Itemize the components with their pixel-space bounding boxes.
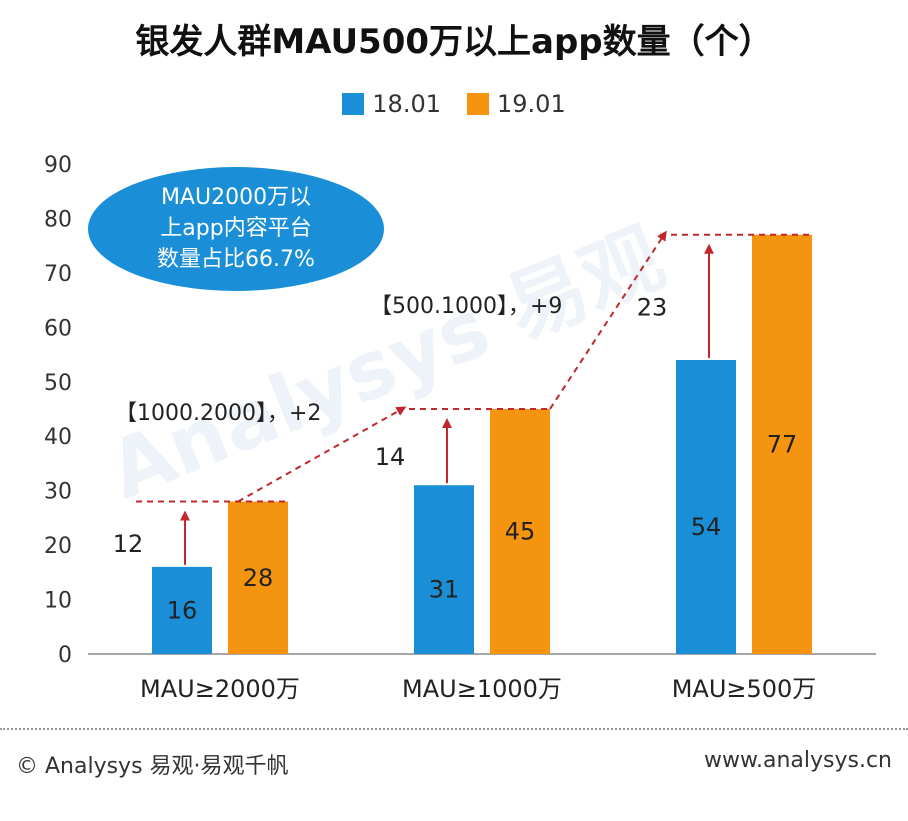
y-tick-label: 0: [58, 643, 72, 668]
footer-copyright: © Analysys 易观·易观千帆: [16, 754, 289, 779]
y-tick-label: 90: [44, 153, 72, 178]
annotation-1000-2000: 【1000.2000】，+2: [115, 401, 321, 426]
trend-arrow-dashed: [549, 230, 667, 410]
footer-website: www.analysys.cn: [704, 748, 892, 773]
increment-label: 14: [375, 443, 406, 471]
bar-19-01: [752, 234, 812, 654]
footer-divider: [0, 728, 908, 730]
bar-18-01: [414, 485, 474, 654]
increment-label: 12: [113, 530, 144, 558]
y-tick-label: 20: [44, 534, 72, 559]
callout-text-line: 数量占比66.7%: [157, 247, 315, 272]
callout-text-line: 上app内容平台: [160, 216, 311, 241]
y-tick-label: 10: [44, 589, 72, 614]
legend-label-18-01: 18.01: [372, 90, 441, 118]
trend-arrow-dashed: [237, 406, 407, 503]
data-label-18-01: 54: [691, 513, 722, 541]
y-tick-label: 70: [44, 262, 72, 287]
legend-item-19-01: 19.01: [467, 90, 566, 118]
legend-swatch-19-01: [467, 93, 489, 115]
y-tick-label: 30: [44, 480, 72, 505]
legend-swatch-18-01: [342, 93, 365, 115]
y-tick-label: 60: [44, 316, 72, 341]
annotation-500-1000: 【500.1000】，+9: [370, 294, 562, 319]
callout-text-line: MAU2000万以: [161, 185, 311, 210]
data-label-18-01: 16: [167, 596, 198, 624]
y-tick-label: 50: [44, 371, 72, 396]
bar-19-01: [228, 501, 288, 654]
bar-18-01: [676, 360, 736, 654]
callout-ellipse: [88, 167, 384, 291]
y-tick-label: 80: [44, 207, 72, 232]
bar-19-01: [490, 409, 550, 654]
legend-item-18-01: 18.01: [342, 90, 441, 118]
legend: 18.01 19.01: [0, 90, 908, 118]
data-label-19-01: 77: [767, 430, 798, 458]
increment-label: 23: [637, 293, 668, 321]
chart-title: 银发人群MAU500万以上app数量（个）: [135, 22, 773, 62]
data-label-19-01: 28: [243, 564, 274, 592]
data-label-19-01: 45: [505, 518, 536, 546]
bar-18-01: [152, 566, 212, 654]
y-tick-label: 40: [44, 425, 72, 450]
legend-label-19-01: 19.01: [497, 90, 566, 118]
x-category-label: MAU≥500万: [672, 675, 817, 703]
data-label-18-01: 31: [429, 576, 460, 604]
x-category-label: MAU≥2000万: [140, 675, 300, 703]
x-category-label: MAU≥1000万: [402, 675, 562, 703]
